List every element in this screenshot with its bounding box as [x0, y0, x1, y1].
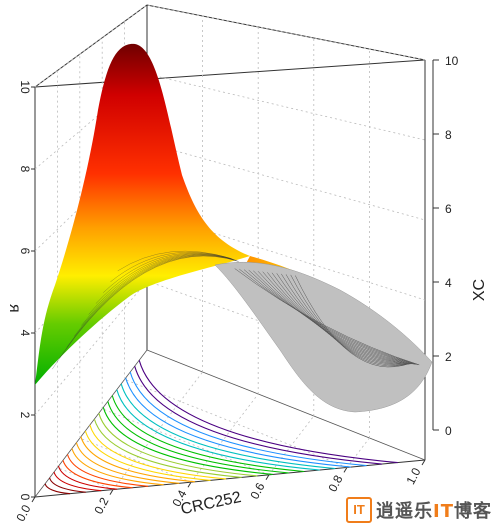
contour-line [50, 478, 86, 492]
watermark-logo: IT [346, 497, 372, 523]
base-tick-mark [422, 460, 425, 465]
grid-level-line [35, 5, 425, 87]
surface [35, 44, 432, 412]
right-tick-label: 4 [445, 276, 452, 290]
left-axis-label: ᴙ [6, 304, 23, 313]
frame-top [35, 5, 425, 87]
right-tick-label: 10 [445, 54, 459, 68]
surface-main [35, 44, 250, 385]
contour-line [112, 396, 304, 472]
base-tick-mark [266, 475, 269, 480]
watermark: IT 逍遥乐IT博客 [346, 497, 492, 523]
contour-line [117, 390, 320, 470]
left-tick-label: 6 [18, 248, 32, 255]
base-tick-label: 1.0 [403, 465, 423, 487]
left-tick-label: 8 [18, 166, 32, 173]
grid-base-line [113, 372, 203, 490]
left-tick-label: 4 [18, 330, 32, 337]
base-tick-mark [110, 490, 113, 495]
right-tick-label: 2 [445, 350, 452, 364]
left-tick-label: 10 [18, 80, 32, 94]
right-axis-label: XC [471, 279, 488, 301]
left-tick-label: 2 [18, 412, 32, 419]
base-axis-label: CRC252 [179, 489, 243, 518]
base-tick-mark [188, 482, 191, 487]
right-axis-ticks: 0 2 4 6 8 10 [433, 54, 459, 438]
contour-line [85, 431, 210, 481]
right-tick-label: 0 [445, 424, 452, 438]
base-tick-label: 0.2 [91, 495, 111, 517]
right-tick-label: 8 [445, 128, 452, 142]
right-tick-label: 6 [445, 202, 452, 216]
watermark-text: 逍遥乐IT博客 [376, 497, 492, 523]
base-tick-label: 0.6 [247, 480, 267, 502]
left-axis-ticks: 0 2 4 6 8 10 [18, 80, 35, 500]
base-tick-label: 0.0 [13, 502, 33, 524]
left-tick-label: 0 [18, 494, 32, 501]
base-tick-label: 0.8 [325, 473, 345, 495]
base-tick-mark [344, 467, 347, 472]
